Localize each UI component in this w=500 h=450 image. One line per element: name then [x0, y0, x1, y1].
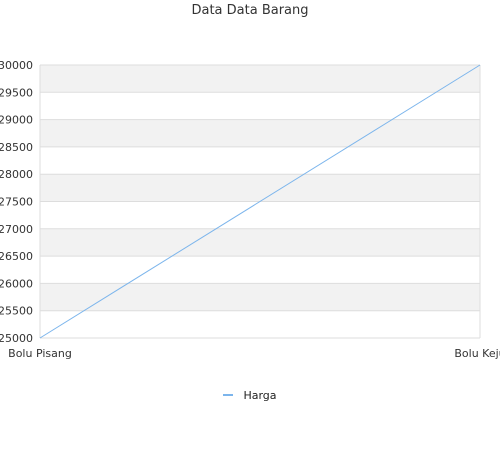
y-tick-label: 25500	[0, 305, 33, 318]
plot-bands	[40, 65, 480, 311]
y-axis-ticks: 25000 25500 26000 26500 27000 27500 28000 28500…	[0, 59, 33, 345]
y-tick-label: 27000	[0, 223, 33, 236]
plot-band	[40, 228, 480, 257]
x-axis-ticks: Bolu Pisang Bolu Keju	[8, 347, 500, 360]
legend-item-harga[interactable]: Harga	[223, 388, 277, 402]
plot-band	[40, 65, 480, 93]
y-tick-label: 27500	[0, 196, 33, 209]
y-tick-label: 29500	[0, 86, 33, 99]
y-tick-label: 26500	[0, 250, 33, 263]
plot-band	[40, 283, 480, 311]
x-tick-label: Bolu Keju	[454, 347, 500, 360]
y-tick-label: 30000	[0, 59, 33, 72]
plot-band	[40, 119, 480, 147]
legend: Harga	[0, 386, 500, 402]
y-tick-label: 25000	[0, 332, 33, 345]
legend-label: Harga	[243, 388, 277, 402]
series-group	[39, 64, 481, 339]
y-tick-label: 28500	[0, 141, 33, 154]
x-tick-label: Bolu Pisang	[8, 347, 72, 360]
y-tick-label: 29000	[0, 114, 33, 127]
legend-line-icon	[223, 394, 234, 396]
y-tick-label: 28000	[0, 168, 33, 181]
chart-title: Data Data Barang	[191, 3, 309, 18]
plot-band	[40, 174, 480, 202]
y-tick-label: 26000	[0, 277, 33, 290]
series-line	[39, 64, 481, 339]
